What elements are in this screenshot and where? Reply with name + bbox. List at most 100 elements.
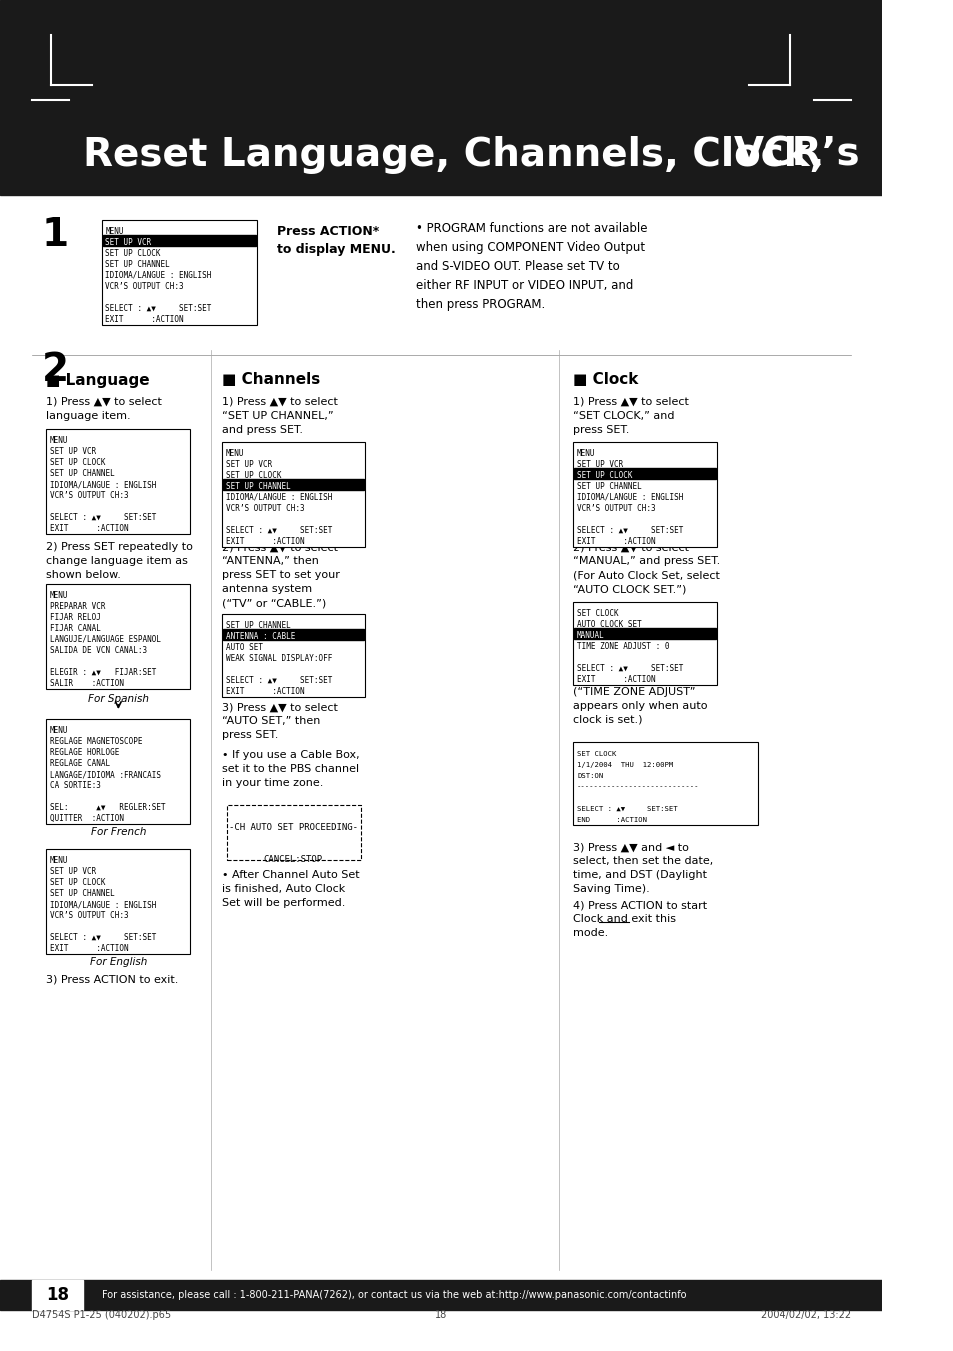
Text: ----------------------------: ---------------------------- xyxy=(577,784,699,789)
Text: SELECT : ▲▼     SET:SET: SELECT : ▲▼ SET:SET xyxy=(226,676,332,685)
Text: SET UP CHANNEL: SET UP CHANNEL xyxy=(577,482,641,490)
Text: -CH AUTO SET PROCEEDING-

CANCEL:STOP: -CH AUTO SET PROCEEDING- CANCEL:STOP xyxy=(229,823,357,865)
Text: IDIOMA/LANGUE : ENGLISH: IDIOMA/LANGUE : ENGLISH xyxy=(577,493,682,503)
Text: SET UP CLOCK: SET UP CLOCK xyxy=(50,458,106,467)
Text: SET CLOCK: SET CLOCK xyxy=(577,751,616,757)
Bar xyxy=(223,480,364,490)
Text: SET UP VCR: SET UP VCR xyxy=(50,867,96,875)
Text: • If you use a Cable Box,
set it to the PBS channel
in your time zone.: • If you use a Cable Box, set it to the … xyxy=(222,750,359,788)
Text: For Spanish: For Spanish xyxy=(88,694,149,704)
Bar xyxy=(103,235,256,246)
Text: 1) Press ▲▼ to select
language item.: 1) Press ▲▼ to select language item. xyxy=(46,397,162,422)
Text: SELECT : ▲▼     SET:SET: SELECT : ▲▼ SET:SET xyxy=(106,304,212,313)
Text: 3) Press ▲▼ to select
“AUTO SET,” then
press SET.: 3) Press ▲▼ to select “AUTO SET,” then p… xyxy=(222,703,337,740)
Text: 4) Press ACTION to start
Clock and exit this
mode.: 4) Press ACTION to start Clock and exit … xyxy=(573,900,707,938)
Text: VCR’s: VCR’s xyxy=(733,136,859,174)
Text: 3) Press ▲▼ and ◄ to
select, then set the date,
time, and DST (Daylight
Saving T: 3) Press ▲▼ and ◄ to select, then set th… xyxy=(573,842,713,894)
Text: IDIOMA/LANGUE : ENGLISH: IDIOMA/LANGUE : ENGLISH xyxy=(106,272,212,280)
Text: SEL:      ▲▼   REGLER:SET: SEL: ▲▼ REGLER:SET xyxy=(50,802,166,812)
Text: EXIT      :ACTION: EXIT :ACTION xyxy=(226,688,304,696)
Bar xyxy=(223,630,364,640)
Bar xyxy=(32,1279,83,1310)
Text: 2: 2 xyxy=(42,351,69,389)
Text: MENU: MENU xyxy=(50,590,69,600)
Text: EXIT      :ACTION: EXIT :ACTION xyxy=(106,315,184,324)
Text: SELECT : ▲▼     SET:SET: SELECT : ▲▼ SET:SET xyxy=(577,805,677,812)
Text: For English: For English xyxy=(90,957,147,967)
Bar xyxy=(46,584,190,689)
Text: SET CLOCK: SET CLOCK xyxy=(577,609,618,617)
Text: 2) Press SET repeatedly to
change language item as
shown below.: 2) Press SET repeatedly to change langua… xyxy=(46,542,193,580)
Text: SET UP CLOCK: SET UP CLOCK xyxy=(106,249,161,258)
Bar xyxy=(46,430,190,534)
Bar xyxy=(574,628,715,639)
Bar xyxy=(573,742,758,825)
Bar xyxy=(222,442,365,547)
Bar xyxy=(0,0,882,195)
Text: D4754S P1-25 (040202).p65: D4754S P1-25 (040202).p65 xyxy=(32,1310,172,1320)
Text: VCR’S OUTPUT CH:3: VCR’S OUTPUT CH:3 xyxy=(106,282,184,290)
Text: VCR’S OUTPUT CH:3: VCR’S OUTPUT CH:3 xyxy=(226,504,304,513)
Text: SELECT : ▲▼     SET:SET: SELECT : ▲▼ SET:SET xyxy=(577,526,682,535)
Text: MENU: MENU xyxy=(50,436,69,444)
Text: For French: For French xyxy=(91,827,146,838)
Text: REGLAGE HORLOGE: REGLAGE HORLOGE xyxy=(50,748,119,757)
Text: ■ Language: ■ Language xyxy=(46,373,150,388)
Text: SET UP CHANNEL: SET UP CHANNEL xyxy=(226,621,290,630)
Text: 18: 18 xyxy=(435,1310,447,1320)
Text: SELECT : ▲▼     SET:SET: SELECT : ▲▼ SET:SET xyxy=(577,663,682,673)
Text: EXIT      :ACTION: EXIT :ACTION xyxy=(226,536,304,546)
Text: IDIOMA/LANGUE : ENGLISH: IDIOMA/LANGUE : ENGLISH xyxy=(50,900,156,909)
Text: For assistance, please call : 1-800-211-PANA(7262), or contact us via the web at: For assistance, please call : 1-800-211-… xyxy=(102,1290,685,1300)
Text: AUTO SET: AUTO SET xyxy=(226,643,262,653)
Text: 2) Press ▲▼ to select
“MANUAL,” and press SET.
(For Auto Clock Set, select
“AUTO: 2) Press ▲▼ to select “MANUAL,” and pres… xyxy=(573,542,720,594)
Text: SET UP VCR: SET UP VCR xyxy=(577,459,622,469)
Text: LANGUJE/LANGUAGE ESPANOL: LANGUJE/LANGUAGE ESPANOL xyxy=(50,635,161,644)
Text: • PROGRAM functions are not available
when using COMPONENT Video Output
and S-VI: • PROGRAM functions are not available wh… xyxy=(416,222,647,311)
Text: SET UP VCR: SET UP VCR xyxy=(106,238,152,247)
Bar xyxy=(226,805,360,861)
Bar xyxy=(102,220,256,326)
Bar xyxy=(222,613,365,697)
Bar xyxy=(574,467,715,480)
Bar xyxy=(573,442,716,547)
Text: SELECT : ▲▼     SET:SET: SELECT : ▲▼ SET:SET xyxy=(50,934,156,942)
Text: QUITTER  :ACTION: QUITTER :ACTION xyxy=(50,815,124,823)
Text: CA SORTIE:3: CA SORTIE:3 xyxy=(50,781,101,790)
Text: EXIT      :ACTION: EXIT :ACTION xyxy=(577,536,655,546)
Text: MANUAL: MANUAL xyxy=(577,631,604,640)
Text: DST:ON: DST:ON xyxy=(577,773,602,778)
Text: END      :ACTION: END :ACTION xyxy=(577,816,646,823)
Text: Press ACTION*
to display MENU.: Press ACTION* to display MENU. xyxy=(277,226,395,255)
Text: 1/1/2004  THU  12:00PM: 1/1/2004 THU 12:00PM xyxy=(577,762,673,767)
Bar xyxy=(0,1279,882,1310)
Text: EXIT      :ACTION: EXIT :ACTION xyxy=(50,524,129,534)
Text: FIJAR RELOJ: FIJAR RELOJ xyxy=(50,613,101,621)
Text: EXIT      :ACTION: EXIT :ACTION xyxy=(50,944,129,952)
Text: REGLAGE MAGNETOSCOPE: REGLAGE MAGNETOSCOPE xyxy=(50,738,142,746)
Text: 3) Press ACTION to exit.: 3) Press ACTION to exit. xyxy=(46,974,178,984)
Text: 1) Press ▲▼ to select
“SET UP CHANNEL,”
and press SET.: 1) Press ▲▼ to select “SET UP CHANNEL,” … xyxy=(222,397,337,435)
Text: (“TIME ZONE ADJUST”
appears only when auto
clock is set.): (“TIME ZONE ADJUST” appears only when au… xyxy=(573,688,707,725)
Text: SET UP CHANNEL: SET UP CHANNEL xyxy=(50,889,114,898)
Text: SET UP CHANNEL: SET UP CHANNEL xyxy=(106,259,170,269)
Text: ■ Clock: ■ Clock xyxy=(573,373,639,388)
Text: SALIDA DE VCN CANAL:3: SALIDA DE VCN CANAL:3 xyxy=(50,646,147,655)
Text: 1: 1 xyxy=(42,216,69,254)
Text: AUTO CLOCK SET: AUTO CLOCK SET xyxy=(577,620,641,630)
Text: SALIR    :ACTION: SALIR :ACTION xyxy=(50,680,124,688)
Text: VCR’S OUTPUT CH:3: VCR’S OUTPUT CH:3 xyxy=(50,490,129,500)
Text: 2) Press ▲▼ to select
“ANTENNA,” then
press SET to set your
antenna system
(“TV”: 2) Press ▲▼ to select “ANTENNA,” then pr… xyxy=(222,542,339,608)
Bar xyxy=(573,603,716,685)
Text: PREPARAR VCR: PREPARAR VCR xyxy=(50,603,106,611)
Text: SET UP VCR: SET UP VCR xyxy=(226,459,272,469)
Text: SET UP CLOCK: SET UP CLOCK xyxy=(577,471,632,480)
Bar xyxy=(46,719,190,824)
Bar xyxy=(46,848,190,954)
Text: MENU: MENU xyxy=(577,449,595,458)
Text: ELEGIR : ▲▼   FIJAR:SET: ELEGIR : ▲▼ FIJAR:SET xyxy=(50,667,156,677)
Text: FIJAR CANAL: FIJAR CANAL xyxy=(50,624,101,634)
Text: TIME ZONE ADJUST : 0: TIME ZONE ADJUST : 0 xyxy=(577,642,669,651)
Text: IDIOMA/LANGUE : ENGLISH: IDIOMA/LANGUE : ENGLISH xyxy=(226,493,332,503)
Text: ■ Channels: ■ Channels xyxy=(222,373,320,388)
